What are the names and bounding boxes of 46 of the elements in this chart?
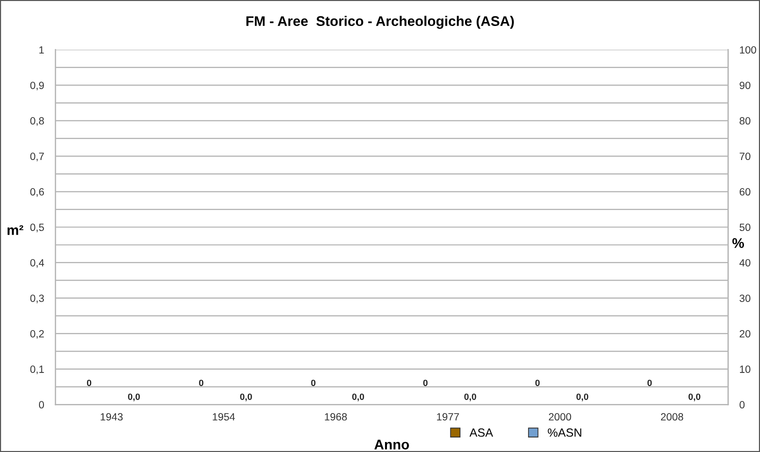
data-label: 0,0 — [688, 394, 700, 402]
chart-title: FM - Aree Storico - Archeologiche (ASA) — [246, 16, 514, 29]
y-tick-label: 0 — [38, 401, 44, 408]
x-tick-label: 1943 — [100, 413, 123, 421]
y-tick-label: 0,1 — [30, 366, 44, 374]
data-label: 0 — [199, 380, 204, 386]
y-tick-label: 0,9 — [30, 82, 44, 90]
y2-tick-label: 90 — [740, 82, 750, 90]
y-tick-label: 0,4 — [30, 259, 44, 268]
data-label: 0 — [647, 380, 652, 386]
data-label: 0 — [86, 380, 92, 386]
y-tick-label: 0,8 — [30, 117, 44, 126]
y-tick-label: 0,6 — [30, 188, 44, 197]
data-label: 0 — [311, 380, 316, 386]
y-tick-label: 0,3 — [30, 294, 44, 304]
x-tick-label: 2000 — [548, 413, 572, 421]
data-label: 0,0 — [464, 394, 476, 402]
y2-tick-label: 60 — [740, 188, 750, 196]
data-label: 0,0 — [128, 394, 140, 402]
y2-tick-label: 10 — [740, 366, 750, 373]
data-label: 0,0 — [352, 394, 364, 402]
data-label: 0,0 — [576, 394, 588, 402]
x-axis-title: Anno — [374, 440, 409, 450]
x-tick-label: 1954 — [212, 413, 235, 421]
y2-tick-label: 0 — [740, 401, 745, 408]
data-label: 0,0 — [240, 394, 252, 402]
legend-label: ASA — [469, 428, 494, 437]
data-label: 0 — [535, 380, 540, 386]
y2-tick-label: 50 — [740, 224, 750, 232]
y2-tick-label: 20 — [740, 330, 750, 338]
y2-tick-label: 70 — [740, 152, 750, 160]
data-label: 0 — [423, 380, 428, 386]
y2-tick-label: 40 — [739, 259, 750, 266]
x-tick-label: 1968 — [324, 413, 347, 421]
y-axis-title: m² — [8, 225, 24, 235]
y-tick-label: 0,7 — [30, 152, 44, 162]
y-tick-label: 0,2 — [30, 330, 44, 339]
x-tick-label: 2008 — [660, 413, 684, 421]
y-tick-label: 0,5 — [30, 224, 44, 232]
x-tick-label: 1977 — [437, 413, 459, 421]
y2-tick-label: 30 — [740, 294, 750, 302]
y-tick-label: 1 — [39, 46, 44, 54]
y2-tick-label: 80 — [740, 117, 750, 125]
y2-tick-label: 100 — [740, 46, 756, 54]
y2-axis-title: % — [732, 238, 744, 248]
legend-label: %ASN — [548, 428, 582, 437]
